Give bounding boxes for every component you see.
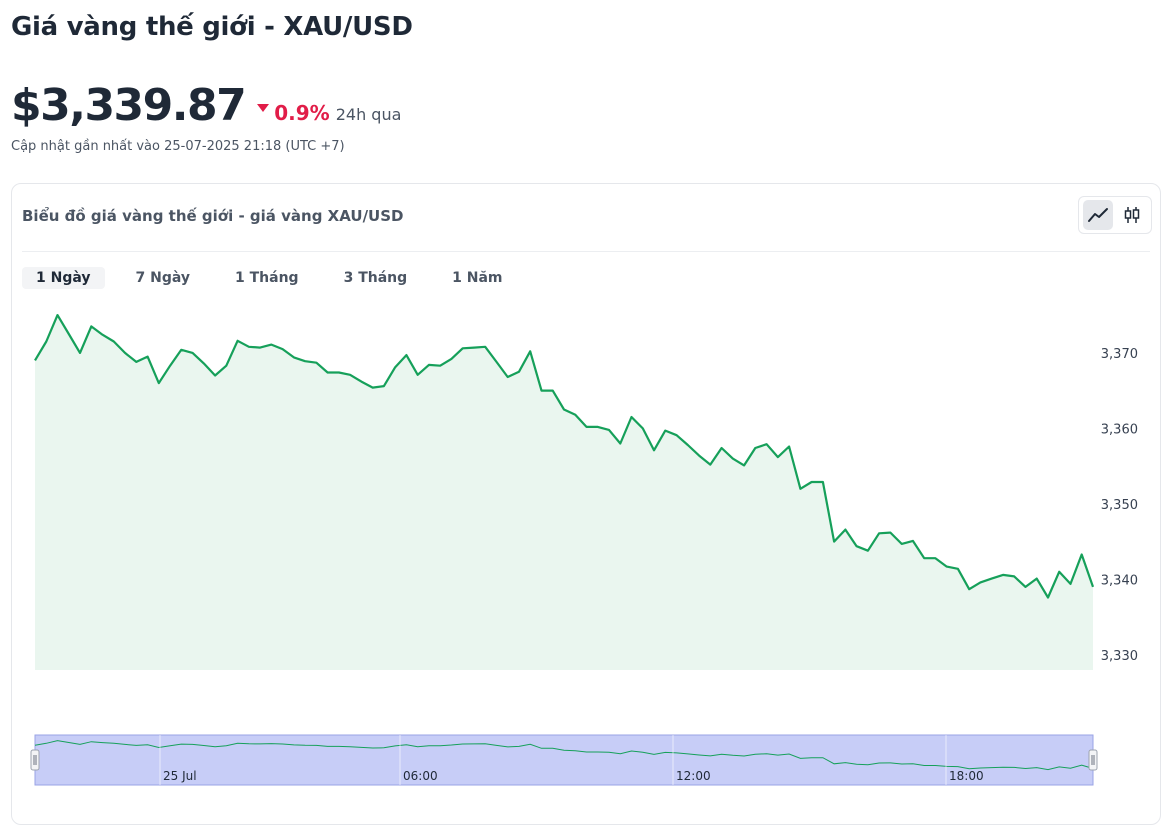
- line-chart-icon: [1088, 208, 1108, 222]
- y-tick-label: 3,350: [1101, 498, 1138, 513]
- chart-view-toggle: [1078, 196, 1152, 234]
- candlestick-icon: [1124, 207, 1140, 223]
- down-arrow-icon: [257, 104, 270, 112]
- y-tick-label: 3,360: [1101, 422, 1138, 437]
- price-chart: 3,370 3,360 3,350 3,340 3,330 25 Jul 06:00 12:0…: [30, 314, 1138, 786]
- price-line: [34, 314, 1095, 599]
- y-tick-label: 3,370: [1101, 347, 1138, 362]
- navigator-right-handle[interactable]: [1088, 749, 1098, 771]
- navigator-line: [34, 740, 1094, 771]
- navigator-time-label: 12:00: [676, 769, 711, 783]
- navigator-left-handle[interactable]: [30, 749, 40, 771]
- last-updated: Cập nhật gần nhất vào 25-07-2025 21:18 (…: [11, 139, 345, 154]
- current-price: $3,339.87: [11, 80, 247, 131]
- price-summary: $3,339.87 0.9% 24h qua: [11, 80, 401, 131]
- line-chart-button[interactable]: [1083, 200, 1113, 230]
- navigator-time-label: 18:00: [949, 769, 984, 783]
- change-period: 24h qua: [335, 105, 402, 124]
- range-tab-3-months[interactable]: 3 Tháng: [343, 270, 408, 286]
- range-tab-7-days[interactable]: 7 Ngày: [135, 270, 191, 286]
- candlestick-button[interactable]: [1117, 200, 1147, 230]
- header-divider: [22, 251, 1150, 252]
- time-range-tabs: 1 Ngày 7 Ngày 1 Tháng 3 Tháng 1 Năm: [22, 267, 534, 289]
- y-tick-label: 3,330: [1101, 649, 1138, 664]
- range-tab-1-month[interactable]: 1 Tháng: [235, 270, 299, 286]
- price-area-fill: [35, 315, 1093, 670]
- range-tab-1-year[interactable]: 1 Năm: [452, 270, 503, 286]
- page-title: Giá vàng thế giới - XAU/USD: [11, 12, 413, 42]
- chart-card-title: Biểu đồ giá vàng thế giới - giá vàng XAU…: [22, 207, 404, 225]
- navigator-time-label: 25 Jul: [163, 769, 197, 783]
- range-tab-1-day[interactable]: 1 Ngày: [22, 267, 105, 289]
- navigator-time-label: 06:00: [403, 769, 438, 783]
- navigator-window[interactable]: [34, 734, 1094, 786]
- y-tick-label: 3,340: [1101, 573, 1138, 588]
- price-change: 0.9%: [274, 101, 330, 125]
